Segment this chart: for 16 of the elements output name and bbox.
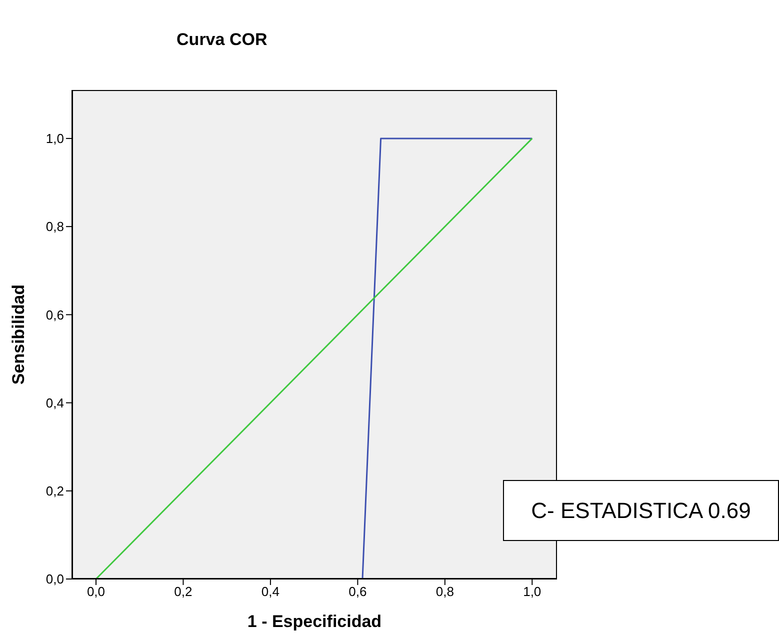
x-axis-title: 1 - Especificidad [247, 612, 382, 631]
x-tick-label: 0,2 [174, 584, 192, 600]
y-tick-label: 1,0 [46, 131, 64, 146]
x-tick-label: 0,4 [261, 584, 280, 600]
y-tick-label: 0,0 [46, 572, 64, 587]
y-tick-label: 0,4 [46, 395, 64, 410]
x-tick-label: 0,0 [86, 584, 106, 600]
y-axis-title: Sensibilidad [9, 284, 28, 385]
x-tick-label: 0,6 [348, 584, 367, 600]
x-tick-label: 0,8 [436, 584, 454, 600]
y-tick-label: 0,2 [46, 484, 64, 499]
y-tick-label: 0,8 [46, 219, 64, 234]
chart-title: Curva COR [176, 30, 268, 50]
x-tick-label: 1,0 [523, 584, 542, 600]
annotation: C- ESTADISTICA 0.69 [503, 480, 779, 541]
y-tick-label: 0,6 [46, 307, 64, 322]
